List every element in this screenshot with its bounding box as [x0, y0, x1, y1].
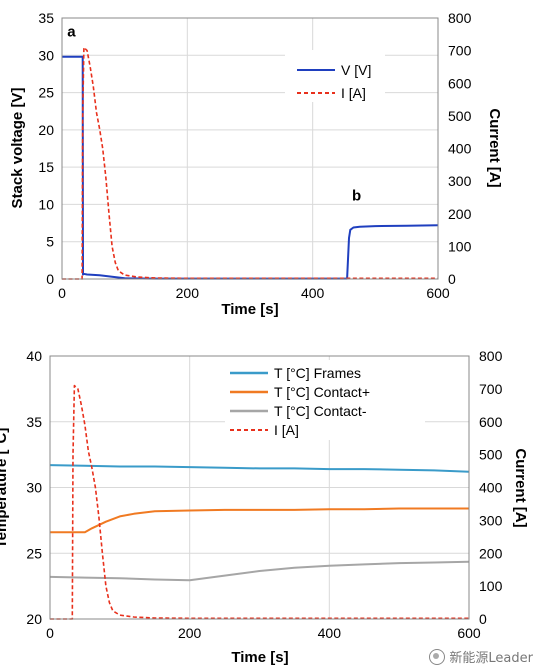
y-tick-label: 15 — [38, 159, 54, 175]
chart-temperature-current: 0 200 400 600202530354001002003004005006007… — [0, 348, 529, 666]
legend: V [V] I [A] — [285, 50, 385, 102]
plot-frame — [49, 355, 470, 620]
y-tick-label: 25 — [26, 545, 42, 561]
y2-tick-label: 0 — [479, 611, 487, 627]
wechat-icon — [429, 648, 446, 665]
y2-tick-label: 200 — [479, 545, 503, 561]
y-tick-label: 10 — [38, 196, 54, 212]
y2-tick-label: 500 — [448, 108, 472, 124]
axes: 0 200 400 600051015202530350100200300400500… — [38, 10, 471, 301]
y2-axis-label: Current [A] — [486, 108, 503, 187]
y-tick-label: 30 — [38, 47, 54, 63]
y-tick-label: 40 — [26, 348, 42, 364]
y2-tick-label: 700 — [479, 381, 503, 397]
y-axis-label: Stack voltage [V] — [9, 88, 26, 209]
x-tick-label: 0 — [46, 625, 54, 641]
x-axis-label: Time [s] — [221, 301, 278, 318]
legend: T [°C] Frames T [°C] Contact+ T [°C] Con… — [225, 360, 425, 440]
y2-tick-label: 0 — [448, 271, 456, 287]
legend-label-contact-plus: T [°C] Contact+ — [274, 384, 370, 400]
x-tick-label: 200 — [178, 625, 202, 641]
y2-tick-label: 100 — [479, 578, 503, 594]
x-axis-label: Time [s] — [231, 649, 288, 666]
y2-tick-label: 700 — [448, 43, 472, 59]
y2-tick-label: 400 — [479, 480, 503, 496]
y-tick-label: 5 — [46, 234, 54, 250]
x-tick-label: 400 — [318, 625, 342, 641]
series-line-2 — [49, 560, 470, 582]
y-tick-label: 0 — [46, 271, 54, 287]
x-tick-label: 400 — [301, 285, 325, 301]
series-line-1 — [50, 507, 469, 534]
series-line-0 — [49, 464, 470, 473]
x-tick-label: 200 — [176, 285, 200, 301]
y2-tick-label: 800 — [479, 348, 503, 364]
y-tick-label: 20 — [26, 611, 42, 627]
chart-voltage-current: 0 200 400 600051015202530350100200300400500… — [9, 10, 503, 318]
legend-label-frames: T [°C] Frames — [274, 365, 361, 381]
axes: 0 200 400 600202530354001002003004005006007… — [26, 348, 502, 641]
y-axis-label: Temperature [°C] — [0, 428, 10, 549]
series-line-1 — [62, 46, 438, 280]
y-tick-label: 20 — [38, 122, 54, 138]
legend-label-current: I [A] — [341, 85, 366, 101]
y2-tick-label: 600 — [448, 75, 472, 91]
y2-tick-label: 800 — [448, 10, 472, 26]
y-tick-label: 35 — [26, 414, 42, 430]
y-tick-label: 35 — [38, 10, 54, 26]
series-line-3 — [50, 384, 469, 620]
annotation-b: b — [352, 188, 361, 205]
watermark-text: 新能源Leader — [449, 651, 533, 666]
y2-tick-label: 600 — [479, 414, 503, 430]
y2-axis-label: Current [A] — [512, 448, 529, 527]
annotation-a: a — [67, 24, 76, 41]
legend-label-voltage: V [V] — [341, 62, 371, 78]
y2-tick-label: 300 — [448, 173, 472, 189]
y2-tick-label: 100 — [448, 238, 472, 254]
x-tick-label: 600 — [457, 625, 481, 641]
series-group — [49, 384, 470, 620]
y2-tick-label: 400 — [448, 141, 472, 157]
y2-tick-label: 200 — [448, 206, 472, 222]
legend-label-current: I [A] — [274, 422, 299, 438]
x-tick-label: 600 — [426, 285, 450, 301]
plot-frame — [61, 17, 439, 280]
legend-label-contact-minus: T [°C] Contact- — [274, 403, 367, 419]
y2-tick-label: 300 — [479, 512, 503, 528]
y2-tick-label: 500 — [479, 447, 503, 463]
y-tick-label: 30 — [26, 480, 42, 496]
x-tick-label: 0 — [58, 285, 66, 301]
y-tick-label: 25 — [38, 85, 54, 101]
watermark: 新能源Leader — [429, 647, 533, 666]
